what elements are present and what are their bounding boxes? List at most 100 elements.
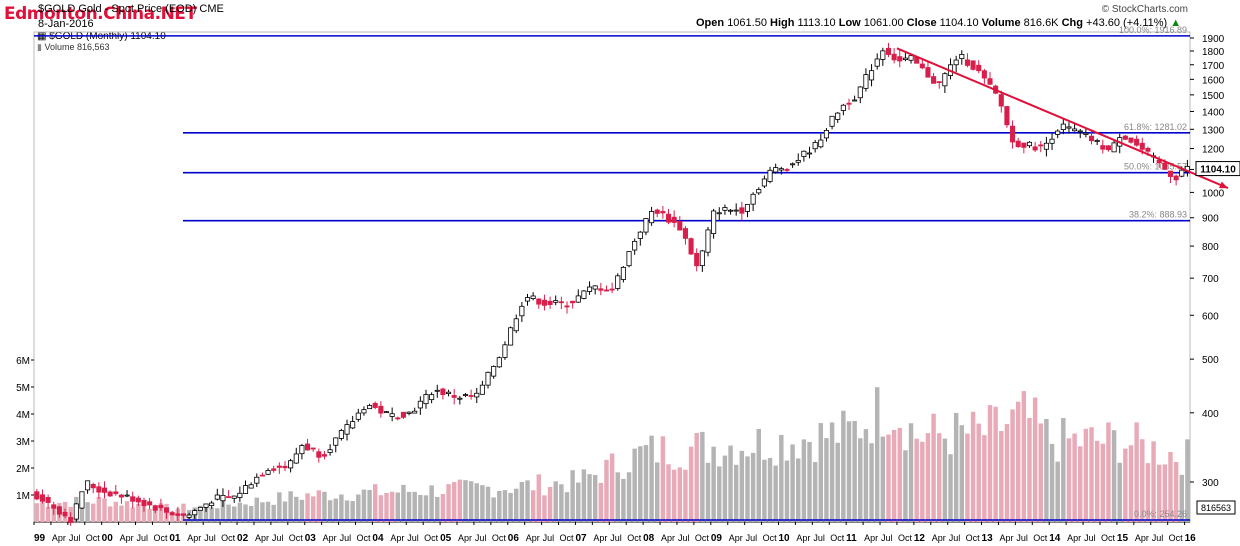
- x-tick-label: Oct: [289, 533, 304, 543]
- volume-bar: [1072, 433, 1077, 522]
- candle-body: [519, 305, 525, 317]
- last-volume-label: 816563: [1201, 503, 1231, 513]
- price-tick-label: 1000: [1202, 188, 1225, 199]
- volume-bar: [215, 508, 220, 522]
- volume-bar: [237, 502, 243, 522]
- last-price-label: 1104.10: [1200, 165, 1236, 176]
- volume-bar: [598, 482, 604, 522]
- volume-bar: [248, 505, 254, 522]
- x-tick-label: 07: [575, 533, 587, 544]
- candle-body: [209, 502, 215, 506]
- watermark: Edmonton.China.NET: [4, 4, 197, 24]
- volume-bar: [316, 490, 322, 522]
- candle-body: [231, 495, 237, 499]
- volume-bar: [570, 470, 575, 522]
- candle-body: [682, 228, 688, 239]
- volume-bar: [169, 511, 175, 522]
- candle-body: [632, 240, 638, 251]
- volume-bar: [655, 462, 660, 522]
- volume-bar: [925, 433, 931, 522]
- volume-bar: [581, 469, 587, 522]
- candle-body: [643, 218, 649, 233]
- close-label: Close: [906, 17, 937, 29]
- candle-body: [1167, 170, 1174, 177]
- volume-bar: [85, 502, 90, 522]
- volume-legend-marker-icon: ▮: [37, 42, 45, 52]
- candle-body: [62, 511, 68, 517]
- candle-body: [372, 402, 378, 408]
- volume-bar: [79, 500, 85, 522]
- x-tick-label: 16: [1185, 533, 1197, 544]
- volume-bar: [423, 495, 429, 522]
- candle-body: [976, 64, 982, 72]
- trendline: [896, 47, 1229, 190]
- x-tick-label: Jul: [610, 533, 622, 543]
- candle-body: [1055, 130, 1061, 135]
- volume-bar: [750, 452, 756, 522]
- ohlc-bar: Open 1061.50 High 1113.10 Low 1061.00 Cl…: [696, 17, 1181, 29]
- volume-bar: [525, 480, 530, 522]
- candle-body: [942, 73, 948, 87]
- candle-body: [1026, 141, 1033, 147]
- candle-body: [265, 470, 271, 475]
- volume-bar: [277, 492, 282, 522]
- volume-bar: [897, 427, 902, 522]
- volume-bar: [705, 462, 711, 522]
- volume-bar: [982, 435, 987, 522]
- candle-body: [513, 318, 519, 332]
- volume-bar: [406, 491, 412, 522]
- x-tick-label: Oct: [966, 533, 981, 543]
- volume-bar: [435, 496, 440, 522]
- volume-bar: [852, 420, 857, 522]
- x-tick-label: Jul: [69, 533, 81, 543]
- candle-body: [575, 295, 581, 303]
- x-tick-label: Oct: [830, 533, 845, 543]
- volume-bar: [1128, 445, 1134, 522]
- volume-bar: [790, 444, 795, 522]
- candle-body: [660, 210, 666, 214]
- volume-bar: [502, 490, 508, 522]
- volume-bar: [1094, 440, 1100, 522]
- candle-body: [936, 81, 942, 84]
- volume-bar: [1185, 439, 1190, 522]
- volume-bar: [91, 503, 96, 522]
- x-tick-label: Oct: [763, 533, 778, 543]
- candle-body: [637, 231, 643, 239]
- candle-body: [931, 76, 937, 84]
- volume-bar: [728, 445, 733, 522]
- candle-body: [39, 494, 46, 502]
- volume-bar: [841, 410, 846, 522]
- volume-bar: [243, 504, 248, 522]
- candle-body: [468, 395, 474, 397]
- candle-body: [34, 491, 40, 500]
- volume-bar: [395, 492, 401, 522]
- candle-body: [113, 491, 119, 495]
- volume-bar: [993, 406, 998, 522]
- x-tick-label: Jul: [1152, 533, 1164, 543]
- candle-body: [609, 288, 615, 291]
- candle-body: [756, 189, 762, 194]
- volume-bar: [113, 501, 119, 522]
- candle-body: [964, 59, 970, 66]
- candle-body: [85, 480, 91, 491]
- candle-body: [101, 487, 108, 493]
- volume-bar: [931, 413, 936, 522]
- price-tick-label: 300: [1202, 478, 1219, 489]
- candle-body: [1145, 147, 1151, 152]
- candle-body: [395, 417, 401, 420]
- volume-bar: [722, 455, 728, 522]
- candle-body: [581, 290, 587, 299]
- x-tick-label: Apr: [526, 533, 540, 543]
- candle-body: [1021, 142, 1027, 148]
- candle-body: [73, 503, 79, 520]
- candle-body: [485, 371, 491, 386]
- candle-body: [784, 169, 790, 171]
- last-price-box: [1195, 161, 1240, 177]
- x-tick-label: Oct: [356, 533, 371, 543]
- candle-body: [1060, 123, 1066, 130]
- volume-bar: [1083, 428, 1089, 522]
- x-tick-label: Oct: [492, 533, 507, 543]
- volume-bar: [886, 434, 891, 522]
- chg-value: +43.60 (+4.11%): [1086, 17, 1168, 29]
